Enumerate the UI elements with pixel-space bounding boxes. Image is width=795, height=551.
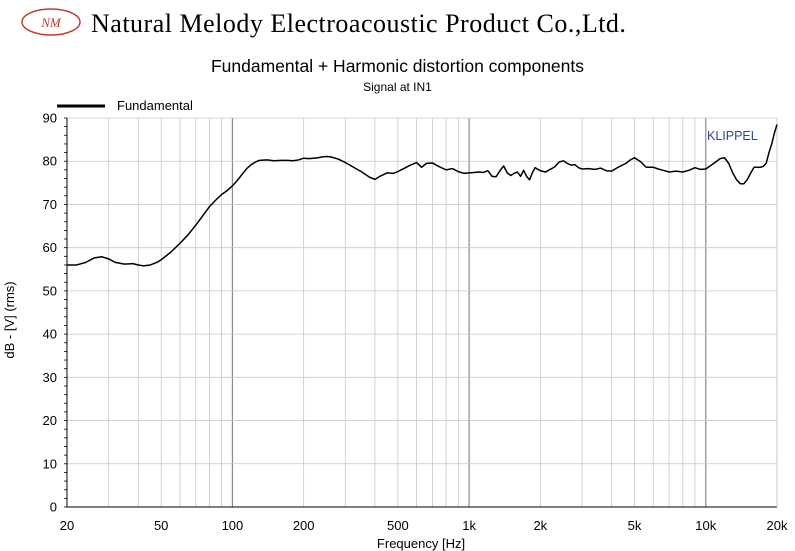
x-tick-label: 20 xyxy=(60,518,74,533)
series-lines xyxy=(67,124,778,267)
x-tick-label: 5k xyxy=(628,518,642,533)
plot-frame xyxy=(64,117,778,508)
series-line-fundamental xyxy=(67,124,778,267)
chart-subtitle: Signal at IN1 xyxy=(363,80,432,94)
logo-text: NM xyxy=(40,15,62,30)
y-tick-label: 50 xyxy=(43,283,57,298)
y-tick-label: 0 xyxy=(50,500,57,515)
y-tick-label: 70 xyxy=(43,197,57,212)
y-tick-label: 90 xyxy=(43,111,57,126)
x-axis-label: Frequency [Hz] xyxy=(377,536,465,551)
x-tick-label: 50 xyxy=(154,518,168,533)
y-tick-label: 20 xyxy=(43,413,57,428)
x-tick-label: 100 xyxy=(222,518,244,533)
x-tick-label: 2k xyxy=(533,518,547,533)
y-tick-label: 60 xyxy=(43,240,57,255)
x-tick-label: 1k xyxy=(462,518,476,533)
y-tick-label: 30 xyxy=(43,370,57,385)
x-tick-label: 10k xyxy=(695,518,716,533)
chart-title: Fundamental + Harmonic distortion compon… xyxy=(210,56,585,76)
x-tick-labels: 20 50 100 200 500 1k 2k 5k 10k 20k xyxy=(60,518,788,533)
legend-label-fundamental: Fundamental xyxy=(117,98,193,113)
company-name: Natural Melody Electroacoustic Product C… xyxy=(91,9,627,38)
y-tick-label: 10 xyxy=(43,456,57,471)
y-tick-label: 80 xyxy=(43,154,57,169)
y-tick-label: 40 xyxy=(43,327,57,342)
x-tick-label: 500 xyxy=(387,518,409,533)
grid xyxy=(66,117,778,508)
x-tick-label: 200 xyxy=(293,518,315,533)
y-axis-label: dB - [V] (rms) xyxy=(2,281,17,358)
klippel-watermark: KLIPPEL xyxy=(707,129,758,143)
legend: Fundamental xyxy=(57,98,193,113)
y-tick-labels: 0 10 20 30 40 50 60 70 80 90 xyxy=(43,111,57,515)
company-logo: NM xyxy=(20,7,82,37)
x-tick-label: 20k xyxy=(767,518,788,533)
